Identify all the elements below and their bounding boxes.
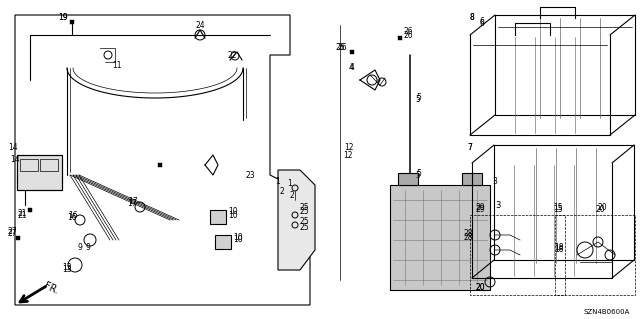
Bar xyxy=(28,208,32,212)
Text: 10: 10 xyxy=(228,207,237,217)
Bar xyxy=(462,173,482,185)
Text: 21: 21 xyxy=(17,211,26,219)
Text: SZN4B0600A: SZN4B0600A xyxy=(584,309,630,315)
Text: 5: 5 xyxy=(415,95,420,105)
Text: 20: 20 xyxy=(475,284,484,293)
Bar xyxy=(17,155,62,190)
Text: 25: 25 xyxy=(299,204,308,212)
Bar xyxy=(16,236,20,240)
Text: 18: 18 xyxy=(554,246,563,255)
Bar xyxy=(70,20,74,24)
Bar xyxy=(350,50,354,54)
Text: 16: 16 xyxy=(68,211,77,219)
Text: 25: 25 xyxy=(299,218,308,226)
Text: 11: 11 xyxy=(112,62,122,70)
Text: 1: 1 xyxy=(275,177,280,187)
Text: 27: 27 xyxy=(8,228,18,238)
Text: 15: 15 xyxy=(553,204,563,212)
Bar xyxy=(555,215,635,295)
Polygon shape xyxy=(278,170,315,270)
Text: 26: 26 xyxy=(404,27,413,36)
Text: 7: 7 xyxy=(467,144,472,152)
Bar xyxy=(158,163,162,167)
Text: 25: 25 xyxy=(300,224,310,233)
Text: 24: 24 xyxy=(196,21,205,31)
Text: 25: 25 xyxy=(300,207,310,217)
Text: 16: 16 xyxy=(67,213,77,222)
Text: 2: 2 xyxy=(290,190,295,199)
Text: 17: 17 xyxy=(128,197,138,206)
Bar xyxy=(20,159,38,171)
Text: 19: 19 xyxy=(58,13,68,23)
Text: 19: 19 xyxy=(58,13,68,23)
Text: 20: 20 xyxy=(596,205,605,214)
Text: 2: 2 xyxy=(280,188,285,197)
Text: 23: 23 xyxy=(245,170,255,180)
Text: 21: 21 xyxy=(17,209,26,218)
Text: 4: 4 xyxy=(349,63,354,72)
Text: 28: 28 xyxy=(464,228,474,238)
Text: 18: 18 xyxy=(554,242,563,251)
Text: 10: 10 xyxy=(228,211,237,219)
Bar xyxy=(470,215,565,295)
Text: 14: 14 xyxy=(10,155,20,165)
Text: 9: 9 xyxy=(78,243,83,253)
Text: 10: 10 xyxy=(233,234,243,242)
Text: 14: 14 xyxy=(8,144,18,152)
Text: 22: 22 xyxy=(228,51,237,61)
Text: 9: 9 xyxy=(86,243,91,253)
Bar xyxy=(17,155,62,190)
Text: 12: 12 xyxy=(343,151,353,160)
Text: 29: 29 xyxy=(475,205,484,214)
Text: 1: 1 xyxy=(287,179,292,188)
Text: 28: 28 xyxy=(464,233,474,241)
Text: 15: 15 xyxy=(553,205,563,214)
Text: 7: 7 xyxy=(467,144,472,152)
Text: 3: 3 xyxy=(495,201,500,210)
Text: 5: 5 xyxy=(415,170,420,180)
Bar xyxy=(390,185,490,290)
Text: 3: 3 xyxy=(492,176,497,186)
Text: 29: 29 xyxy=(475,204,484,212)
Text: 6: 6 xyxy=(480,18,485,26)
Text: 26: 26 xyxy=(338,42,348,51)
Bar xyxy=(40,159,58,171)
Text: 26: 26 xyxy=(404,31,413,40)
Text: 12: 12 xyxy=(344,144,353,152)
Text: 17: 17 xyxy=(127,198,136,207)
Text: 4: 4 xyxy=(350,63,355,72)
Bar xyxy=(398,36,402,40)
Text: FR.: FR. xyxy=(42,280,60,296)
Bar xyxy=(398,173,418,185)
Text: 6: 6 xyxy=(480,19,485,27)
Text: 20: 20 xyxy=(597,204,607,212)
Text: 20: 20 xyxy=(475,283,484,292)
Text: 5: 5 xyxy=(416,93,421,102)
Bar xyxy=(215,235,231,249)
Text: 13: 13 xyxy=(62,263,72,272)
Text: 10: 10 xyxy=(233,235,243,244)
Text: 8: 8 xyxy=(469,13,474,23)
Text: 13: 13 xyxy=(62,265,72,275)
Text: 8: 8 xyxy=(469,13,474,23)
Bar xyxy=(210,210,226,224)
Text: 5: 5 xyxy=(416,168,421,177)
Text: 27: 27 xyxy=(8,227,18,236)
Text: 26: 26 xyxy=(335,43,344,53)
